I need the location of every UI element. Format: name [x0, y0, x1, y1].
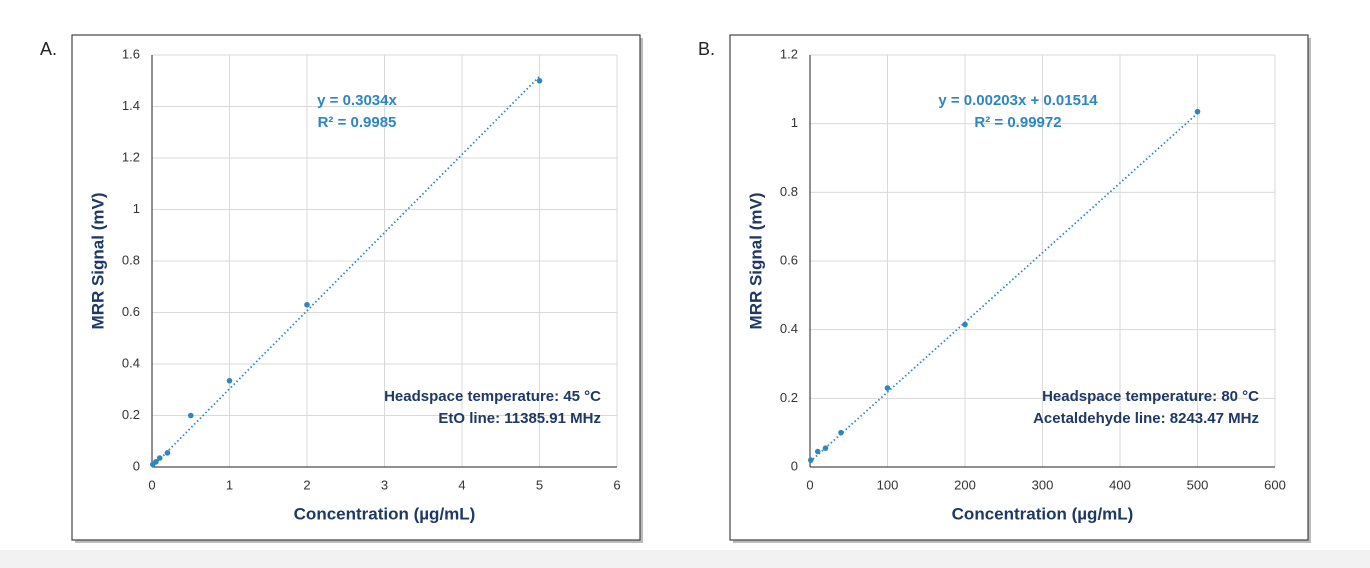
x-tick-label: 4	[458, 477, 465, 492]
x-axis-title: Concentration (µg/mL)	[952, 504, 1134, 523]
data-point	[1194, 108, 1201, 115]
data-point	[153, 459, 159, 465]
trendline-equation: y = 0.00203x + 0.01514	[938, 92, 1098, 109]
y-tick-label: 0.2	[780, 390, 798, 405]
y-tick-label: 1.2	[122, 149, 140, 164]
y-tick-label: 1	[791, 115, 798, 130]
y-tick-label: 0.8	[780, 184, 798, 199]
annotation: Acetaldehyde line: 8243.47 MHz	[1033, 410, 1259, 427]
data-point	[536, 77, 543, 84]
data-point	[822, 445, 829, 451]
x-tick-label: 300	[1032, 477, 1054, 492]
x-axis-title: Concentration (µg/mL)	[294, 504, 476, 523]
data-point	[807, 457, 814, 463]
y-tick-label: 0.2	[122, 407, 140, 422]
y-tick-label: 1.6	[122, 46, 140, 61]
data-point	[814, 448, 821, 455]
y-tick-label: 1.2	[780, 46, 798, 61]
x-tick-label: 2	[303, 477, 310, 492]
data-point	[884, 385, 891, 391]
panel-label: B.	[698, 39, 715, 59]
y-tick-label: 1	[133, 201, 140, 216]
x-tick-label: 3	[381, 477, 388, 492]
annotation: Headspace temperature: 45 °C	[384, 388, 601, 405]
x-tick-label: 1	[226, 477, 233, 492]
data-point	[164, 450, 171, 456]
y-tick-label: 0.6	[780, 252, 798, 267]
data-point	[156, 455, 163, 461]
x-tick-label: 200	[954, 477, 976, 492]
x-tick-label: 0	[148, 477, 155, 492]
trendline-equation: y = 0.3034x	[317, 92, 397, 109]
y-axis-title: MRR Signal (mV)	[88, 193, 107, 330]
annotation: EtO line: 11385.91 MHz	[438, 410, 601, 427]
data-point	[226, 377, 233, 384]
data-point	[304, 301, 310, 308]
y-tick-label: 0.4	[780, 321, 798, 336]
annotation: Headspace temperature: 80 °C	[1042, 388, 1259, 405]
x-tick-label: 6	[613, 477, 620, 492]
data-point	[838, 429, 844, 436]
x-tick-label: 400	[1109, 477, 1131, 492]
x-tick-label: 600	[1264, 477, 1286, 492]
x-tick-label: 5	[536, 477, 543, 492]
trendline-r2: R² = 0.99972	[974, 114, 1061, 131]
panel-label: A.	[40, 39, 57, 59]
chart-frame	[729, 34, 1309, 541]
y-tick-label: 0.6	[122, 304, 140, 319]
y-tick-label: 0	[133, 458, 140, 473]
x-tick-label: 500	[1187, 477, 1209, 492]
footer-band	[0, 550, 1370, 568]
trendline-r2: R² = 0.9985	[318, 114, 397, 131]
x-tick-label: 0	[806, 477, 813, 492]
y-tick-label: 0	[791, 458, 798, 473]
y-tick-label: 0.8	[122, 252, 140, 267]
data-point	[962, 321, 968, 328]
data-point	[187, 412, 194, 419]
x-tick-label: 100	[877, 477, 899, 492]
y-tick-label: 0.4	[122, 355, 140, 370]
trendline	[809, 112, 1199, 463]
y-axis-title: MRR Signal (mV)	[746, 193, 765, 330]
y-tick-label: 1.4	[122, 98, 140, 113]
chart-frame	[71, 34, 641, 541]
